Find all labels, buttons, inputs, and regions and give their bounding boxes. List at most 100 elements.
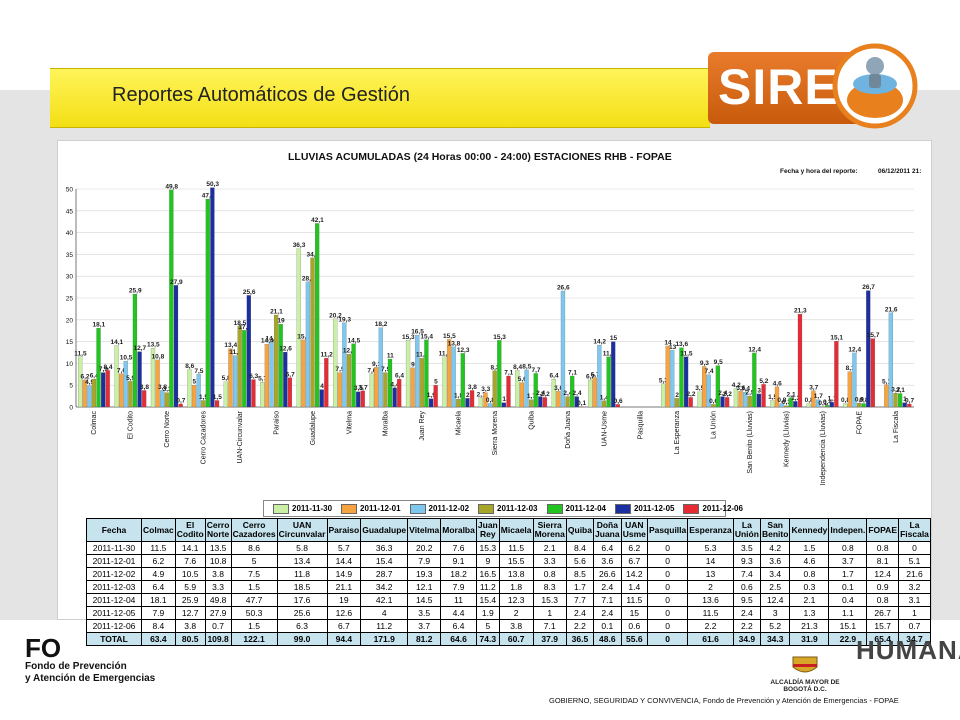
bar	[784, 405, 789, 408]
x-category-label: Micaela	[456, 411, 463, 435]
table-cell: 13.4	[276, 554, 328, 568]
legend-swatch	[273, 503, 289, 514]
table-cell: 37.9	[532, 632, 567, 646]
bar	[688, 397, 693, 408]
table-cell: 15.7	[866, 619, 899, 633]
table-cell: 8.3	[532, 580, 567, 594]
bar	[360, 390, 365, 408]
x-category-label: Vitelma	[346, 411, 353, 434]
data-label: 5,9	[126, 375, 135, 382]
bogota-humana-logo: HUMANA	[856, 635, 960, 666]
table-header-cell: Cerro Cazadores	[230, 518, 278, 542]
data-label: 15,7	[867, 332, 880, 339]
table-cell: 6.4	[141, 580, 176, 594]
bar	[570, 375, 575, 408]
data-label: 4,2	[732, 382, 741, 389]
table-cell: 15.4	[475, 593, 500, 607]
y-tick-label: 0	[69, 405, 73, 412]
bar	[492, 370, 497, 408]
table-cell: 109.8	[204, 632, 232, 646]
table-cell: 8.4	[565, 541, 594, 555]
legend-swatch	[409, 503, 426, 514]
data-label: 3,2	[891, 387, 900, 394]
bar	[137, 351, 142, 408]
data-label: 18,1	[92, 322, 105, 329]
report-date-value: 06/12/2011 21:	[878, 168, 921, 175]
table-cell: 14.5	[407, 593, 442, 607]
table-cell: 7.1	[592, 593, 622, 607]
table-cell: 11.5	[498, 541, 534, 555]
alcaldia-text: ALCALDÍA MAYOR DE BOGOTÁ D.C.	[770, 679, 840, 693]
table-cell: 28.7	[360, 567, 409, 581]
table-cell: 74.3	[475, 632, 500, 646]
bar	[674, 398, 679, 408]
table-header-cell: La Fiscala	[898, 518, 931, 542]
table-cell: 0.8	[866, 541, 899, 555]
table-header-cell: Colmac	[141, 518, 176, 542]
table-cell: 8.6	[230, 541, 278, 555]
data-label: 8,1	[846, 365, 855, 372]
table-cell: 8.4	[141, 619, 176, 633]
table-cell: 11.5	[141, 541, 176, 555]
table-cell: 6.2	[141, 554, 176, 568]
page-title: Reportes Automáticos de Gestión	[112, 84, 410, 106]
bar	[897, 393, 903, 408]
sire-brand-text: SIRE	[718, 59, 839, 115]
bar	[273, 314, 279, 408]
table-cell: 3.6	[592, 554, 622, 568]
data-label: 5,8	[222, 375, 231, 382]
table-cell: 14.9	[326, 567, 362, 581]
legend-label: 2011-12-02	[428, 504, 470, 513]
data-label: 8,4	[103, 364, 112, 371]
data-label: 25,9	[129, 288, 142, 295]
table-row: 2011-12-03 6.4 5.9 3.3 1.5 18.5 21.1 34.2 12.1 7.…	[86, 580, 931, 594]
bar	[497, 340, 502, 408]
table-cell: 34.2	[360, 580, 409, 594]
table-cell: 0	[646, 632, 689, 646]
data-label: 7,9	[381, 366, 390, 373]
data-label: 0,8	[486, 397, 495, 404]
legend-label: 2011-12-06	[702, 504, 743, 513]
table-cell: 4.9	[141, 567, 176, 581]
table-cell: 34.9	[732, 632, 761, 646]
table-cell: 2.2	[687, 619, 734, 633]
table-cell: 26.7	[866, 606, 899, 620]
data-label: 3,8	[158, 384, 167, 391]
data-label: 2,4	[718, 390, 727, 397]
table-cell: 7.6	[440, 541, 477, 555]
table-cell: 2.1	[789, 593, 830, 607]
table-cell: 1.5	[230, 580, 278, 594]
table-cell: 6.4	[592, 541, 622, 555]
data-label: 5,6	[518, 376, 527, 383]
x-category-label: Moralba	[383, 411, 390, 436]
table-cell: 55.6	[620, 632, 648, 646]
data-label: 9,5	[714, 359, 723, 366]
data-label: 0,6	[709, 398, 718, 405]
data-label: 2,1	[787, 391, 796, 398]
table-cell: 14.2	[620, 567, 648, 581]
table-cell: 9.1	[440, 554, 477, 568]
bar	[806, 403, 811, 408]
bar	[169, 189, 174, 408]
table-cell: 3.7	[828, 554, 868, 568]
data-label: 5,7	[258, 376, 267, 383]
bar	[611, 341, 616, 408]
y-tick-label: 30	[66, 274, 74, 281]
data-label: 12,3	[457, 347, 470, 354]
bar	[515, 370, 520, 408]
table-cell: 7.9	[407, 554, 442, 568]
table-cell: 0	[646, 593, 689, 607]
table-cell: 81.2	[407, 632, 442, 646]
data-label: 1	[903, 396, 907, 403]
data-label: 0,8	[841, 397, 850, 404]
bar	[679, 347, 684, 408]
bar	[337, 372, 342, 408]
data-label: 7,1	[504, 370, 513, 377]
bar	[606, 356, 611, 408]
table-cell: 0	[646, 619, 689, 633]
data-label: 1,7	[814, 393, 823, 400]
table-cell: 1	[898, 606, 931, 620]
x-category-label: UAN-Usme	[601, 411, 608, 446]
bar	[264, 344, 269, 408]
legend-label: 2011-12-01	[360, 504, 401, 513]
